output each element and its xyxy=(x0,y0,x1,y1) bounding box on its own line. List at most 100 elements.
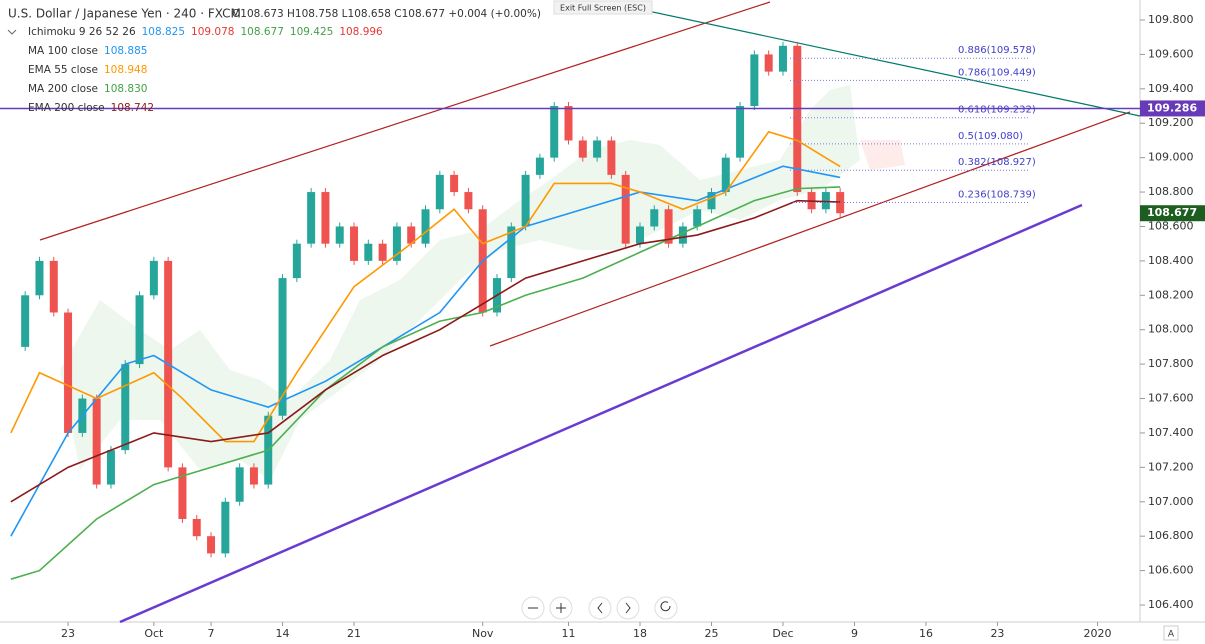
y-tick-label: 109.000 xyxy=(1148,151,1194,164)
candle xyxy=(821,192,830,210)
indicator-name: MA 200 close xyxy=(28,83,98,95)
x-tick-label: 25 xyxy=(704,627,718,640)
y-tick-label: 107.000 xyxy=(1148,495,1194,508)
ichimoku-cloud-future xyxy=(860,140,905,170)
x-tick-label: 14 xyxy=(276,627,290,640)
candle xyxy=(92,398,101,485)
fib-label: 0.786(109.449) xyxy=(958,67,1036,78)
x-tick-label: 2020 xyxy=(1084,627,1112,640)
indicator-value: 109.425 xyxy=(290,26,333,38)
x-tick-label: 23 xyxy=(990,627,1004,640)
x-tick-label: 16 xyxy=(919,627,933,640)
auto-scale-button[interactable] xyxy=(1163,625,1179,641)
candle xyxy=(35,260,44,296)
candle xyxy=(764,54,773,72)
indicator-value: 108.948 xyxy=(104,64,147,76)
plot: 0.886(109.578) 0.786(109.449) 0.618(109.23… xyxy=(0,41,1140,580)
last-price-tag xyxy=(1140,205,1205,222)
candle xyxy=(407,226,416,244)
indicator-value: 108.830 xyxy=(104,83,147,95)
auto-scale-icon: A xyxy=(1168,630,1175,640)
candle xyxy=(392,226,401,261)
indicator-name: MA 100 close xyxy=(28,45,98,57)
candle xyxy=(21,295,30,347)
ma-line xyxy=(10,130,841,443)
indicator-legend: EMA 55 close 108.948 xyxy=(28,64,147,76)
collapse-icon[interactable] xyxy=(7,29,17,35)
fib-label: 0.382(108.927) xyxy=(958,157,1036,168)
support-line xyxy=(119,203,1083,624)
y-tick-label: 106.400 xyxy=(1148,598,1194,611)
candle xyxy=(521,174,530,227)
y-tick-label: 108.800 xyxy=(1148,185,1194,198)
channel-upper xyxy=(39,1,771,241)
candle xyxy=(535,157,544,175)
candle xyxy=(106,450,115,485)
icon xyxy=(625,602,631,614)
indicator-legend: EMA 200 close 108.742 xyxy=(28,102,154,114)
candle xyxy=(793,45,802,193)
indicator-name: Ichimoku 9 26 52 26 xyxy=(28,26,136,38)
candle xyxy=(350,226,359,261)
candle xyxy=(836,192,845,214)
scroll-left-button[interactable] xyxy=(588,596,612,620)
indicator-value: 108.996 xyxy=(339,26,383,38)
icon xyxy=(660,601,671,612)
fib-label: 0.618(109.232) xyxy=(958,105,1036,116)
x-tick-label: Dec xyxy=(772,627,793,640)
reset-button[interactable] xyxy=(654,596,678,620)
y-tick-label: 109.400 xyxy=(1148,82,1194,95)
x-tick-label: 7 xyxy=(208,627,215,640)
icon xyxy=(556,603,566,613)
indicator-name: EMA 55 close xyxy=(28,64,98,76)
candle xyxy=(321,192,330,244)
candle xyxy=(621,174,630,244)
candle xyxy=(450,174,459,193)
candle xyxy=(64,312,73,433)
candle xyxy=(364,243,373,261)
candle xyxy=(278,278,287,416)
y-tick-label: 109.200 xyxy=(1148,116,1194,129)
indicator-legend: Ichimoku 9 26 52 26 108.825 109.078 108.677… xyxy=(28,26,383,38)
ma-line xyxy=(10,165,841,537)
scroll-right-button[interactable] xyxy=(616,596,640,620)
candle xyxy=(607,140,616,175)
last-price-label: 108.677 xyxy=(1147,206,1197,219)
candle xyxy=(593,140,602,158)
x-tick-label: 21 xyxy=(347,627,361,640)
y-tick-label: 107.400 xyxy=(1148,426,1194,439)
candle xyxy=(464,192,473,210)
candle xyxy=(135,295,144,365)
candle xyxy=(178,467,187,519)
candle xyxy=(578,140,587,158)
ohlc: O108.673 H108.758 L108.658 C108.677 +0.0… xyxy=(232,8,541,20)
ma-line xyxy=(10,186,841,580)
x-tick-label: Oct xyxy=(144,627,164,640)
candle xyxy=(678,226,687,244)
exit-fullscreen-text: Exit Full Screen (ESC) xyxy=(560,4,646,13)
candle xyxy=(221,501,230,554)
channel-lower xyxy=(489,111,1131,347)
fib-label: 0.236(108.739) xyxy=(958,190,1036,201)
candle xyxy=(335,226,344,244)
y-tick-label: 108.000 xyxy=(1148,323,1194,336)
candle xyxy=(564,106,573,141)
exit-fullscreen-button[interactable] xyxy=(553,0,653,15)
symbol: U.S. Dollar / Japanese Yen · 240 · FXCM xyxy=(8,7,241,21)
indicator-value: 109.078 xyxy=(191,26,234,38)
x-tick-label: 18 xyxy=(633,627,647,640)
x-tick-label: 11 xyxy=(561,627,575,640)
indicator-value: 108.677 xyxy=(240,26,283,38)
y-tick-label: 107.200 xyxy=(1148,460,1194,473)
price-tag-label: 109.286 xyxy=(1147,101,1197,114)
y-tick-label: 107.600 xyxy=(1148,392,1194,405)
candle xyxy=(635,226,644,244)
candle xyxy=(249,467,258,485)
indicator-legend: MA 100 close 108.885 xyxy=(28,45,147,57)
fib-label: 0.886(109.578) xyxy=(958,45,1036,56)
indicator-value: 108.825 xyxy=(142,26,185,38)
candle xyxy=(650,209,659,227)
candle xyxy=(378,243,387,261)
y-tick-label: 109.600 xyxy=(1148,47,1194,60)
